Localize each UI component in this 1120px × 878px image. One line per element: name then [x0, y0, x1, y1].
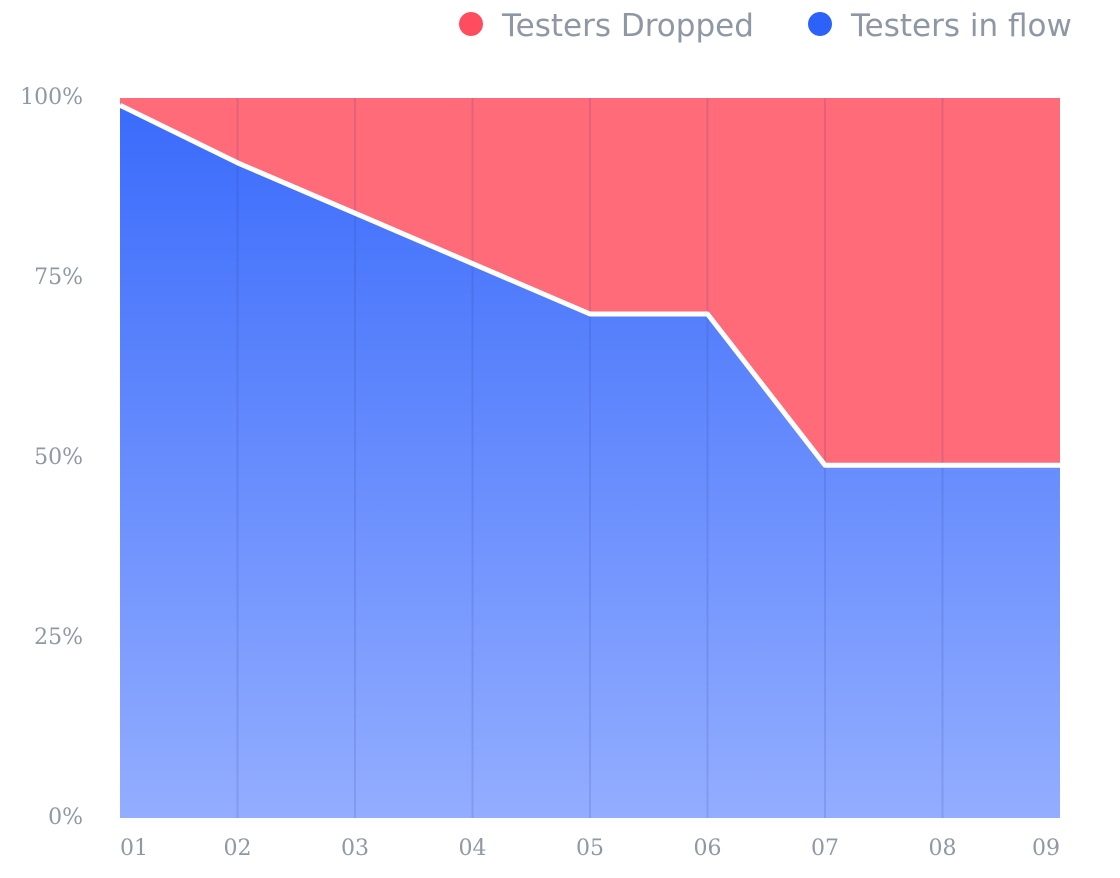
legend-swatch-testers-in-flow: [808, 12, 832, 36]
y-axis: 0% 25% 50% 75% 100%: [20, 85, 83, 830]
area-testers-in-flow: [120, 105, 1060, 818]
legend-item-testers-in-flow[interactable]: Testers in flow: [808, 8, 1072, 44]
data-point-testers-in-flow: [705, 311, 711, 317]
legend-swatch-testers-dropped: [459, 12, 483, 36]
y-tick-label: 50%: [34, 445, 83, 470]
x-tick-label: 03: [341, 836, 369, 861]
data-point-testers-in-flow: [235, 160, 241, 166]
legend-label-testers-dropped: Testers Dropped: [501, 8, 754, 44]
y-tick-label: 75%: [34, 265, 83, 290]
y-tick-label: 0%: [48, 805, 83, 830]
data-point-testers-in-flow: [940, 462, 946, 468]
y-tick-label: 100%: [20, 85, 83, 110]
y-tick-label: 25%: [34, 625, 83, 650]
legend-item-testers-dropped[interactable]: Testers Dropped: [459, 8, 754, 44]
x-tick-label: 02: [224, 836, 252, 861]
x-tick-label: 04: [459, 836, 487, 861]
x-tick-label: 06: [694, 836, 722, 861]
legend-label-testers-in-flow: Testers in flow: [850, 8, 1072, 44]
data-point-testers-in-flow: [470, 261, 476, 267]
series-boundary-line: [118, 102, 1060, 468]
plot-area: [117, 98, 1063, 818]
data-point-testers-in-flow: [822, 462, 828, 468]
x-tick-label: 09: [1032, 836, 1060, 861]
data-point-testers-in-flow: [587, 311, 593, 317]
x-tick-label: 05: [576, 836, 604, 861]
x-tick-label: 07: [811, 836, 839, 861]
x-axis: 01 02 03 04 05 06 07 08 09: [120, 836, 1060, 861]
data-point-testers-in-flow: [352, 210, 358, 216]
data-point-testers-in-flow: [117, 102, 123, 108]
data-point-testers-in-flow: [1057, 462, 1063, 468]
legend: Testers Dropped Testers in flow: [459, 8, 1072, 44]
x-tick-label: 08: [929, 836, 957, 861]
x-tick-label: 01: [120, 836, 148, 861]
